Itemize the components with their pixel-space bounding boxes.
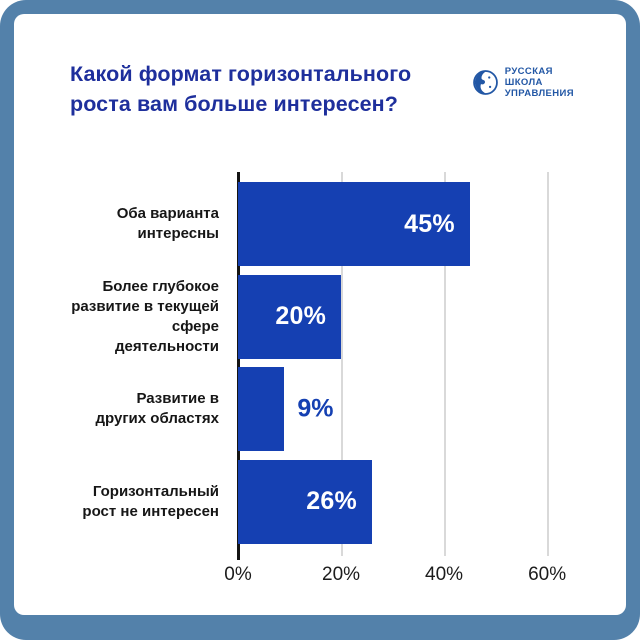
category-label: Более глубокое развитие в текущей сфере …: [71, 277, 219, 355]
x-tick-label: 60%: [528, 564, 567, 585]
chart-title: Какой формат горизонтального роста вам б…: [70, 62, 412, 116]
value-label: 45%: [404, 209, 455, 238]
chart-row: Оба варианта интересны 45%: [64, 182, 578, 266]
bar-track: 45%: [238, 182, 578, 266]
logo-line-2: ШКОЛА: [504, 77, 543, 88]
gridline: [547, 172, 549, 556]
category-label: Горизонтальный рост не интересен: [82, 483, 219, 520]
bar: 20%: [238, 274, 342, 359]
x-tick-label: 20%: [322, 564, 361, 585]
value-label: 20%: [275, 302, 327, 331]
y-axis-line: [237, 172, 240, 560]
logo-line-1: РУССКАЯ: [504, 66, 553, 77]
company-logo: РУССКАЯ ШКОЛА УПРАВЛЕНИЯ: [472, 66, 574, 99]
bar-track: 9%: [238, 367, 578, 452]
bar-chart: Оба варианта интересны 45% Более глубокое …: [64, 172, 578, 560]
company-logo-text: РУССКАЯ ШКОЛА УПРАВЛЕНИЯ: [505, 66, 574, 99]
x-tick-label: 40%: [425, 564, 464, 585]
card: Какой формат горизонтального роста вам б…: [14, 14, 626, 615]
chart-row: Более глубокое развитие в текущей сфере …: [64, 274, 578, 359]
gridline: [444, 172, 446, 556]
category-label: Оба варианта интересны: [116, 205, 219, 242]
category-label: Развитие в других областях: [95, 390, 219, 428]
value-label: 26%: [306, 487, 357, 516]
x-axis-tick-labels: 0% 20% 40% 60%: [224, 564, 578, 590]
chart-row: Горизонтальный рост не интересен 26%: [64, 459, 578, 544]
chart-row: Развитие в других областях 9%: [64, 367, 578, 452]
globe-logo-icon: [472, 70, 498, 95]
bar: 26%: [238, 459, 372, 544]
value-label: 9%: [297, 394, 334, 423]
bar: 45%: [238, 182, 470, 266]
gridline: [341, 172, 343, 556]
x-tick-label: 0%: [224, 564, 252, 585]
bar-track: 26%: [238, 459, 578, 544]
plot-background: [237, 172, 578, 560]
chart-rows: Оба варианта интересны 45% Более глубокое …: [64, 172, 578, 554]
logo-line-3: УПРАВЛЕНИЯ: [504, 88, 574, 99]
bar: [238, 367, 285, 452]
bar-track: 20%: [238, 274, 578, 359]
